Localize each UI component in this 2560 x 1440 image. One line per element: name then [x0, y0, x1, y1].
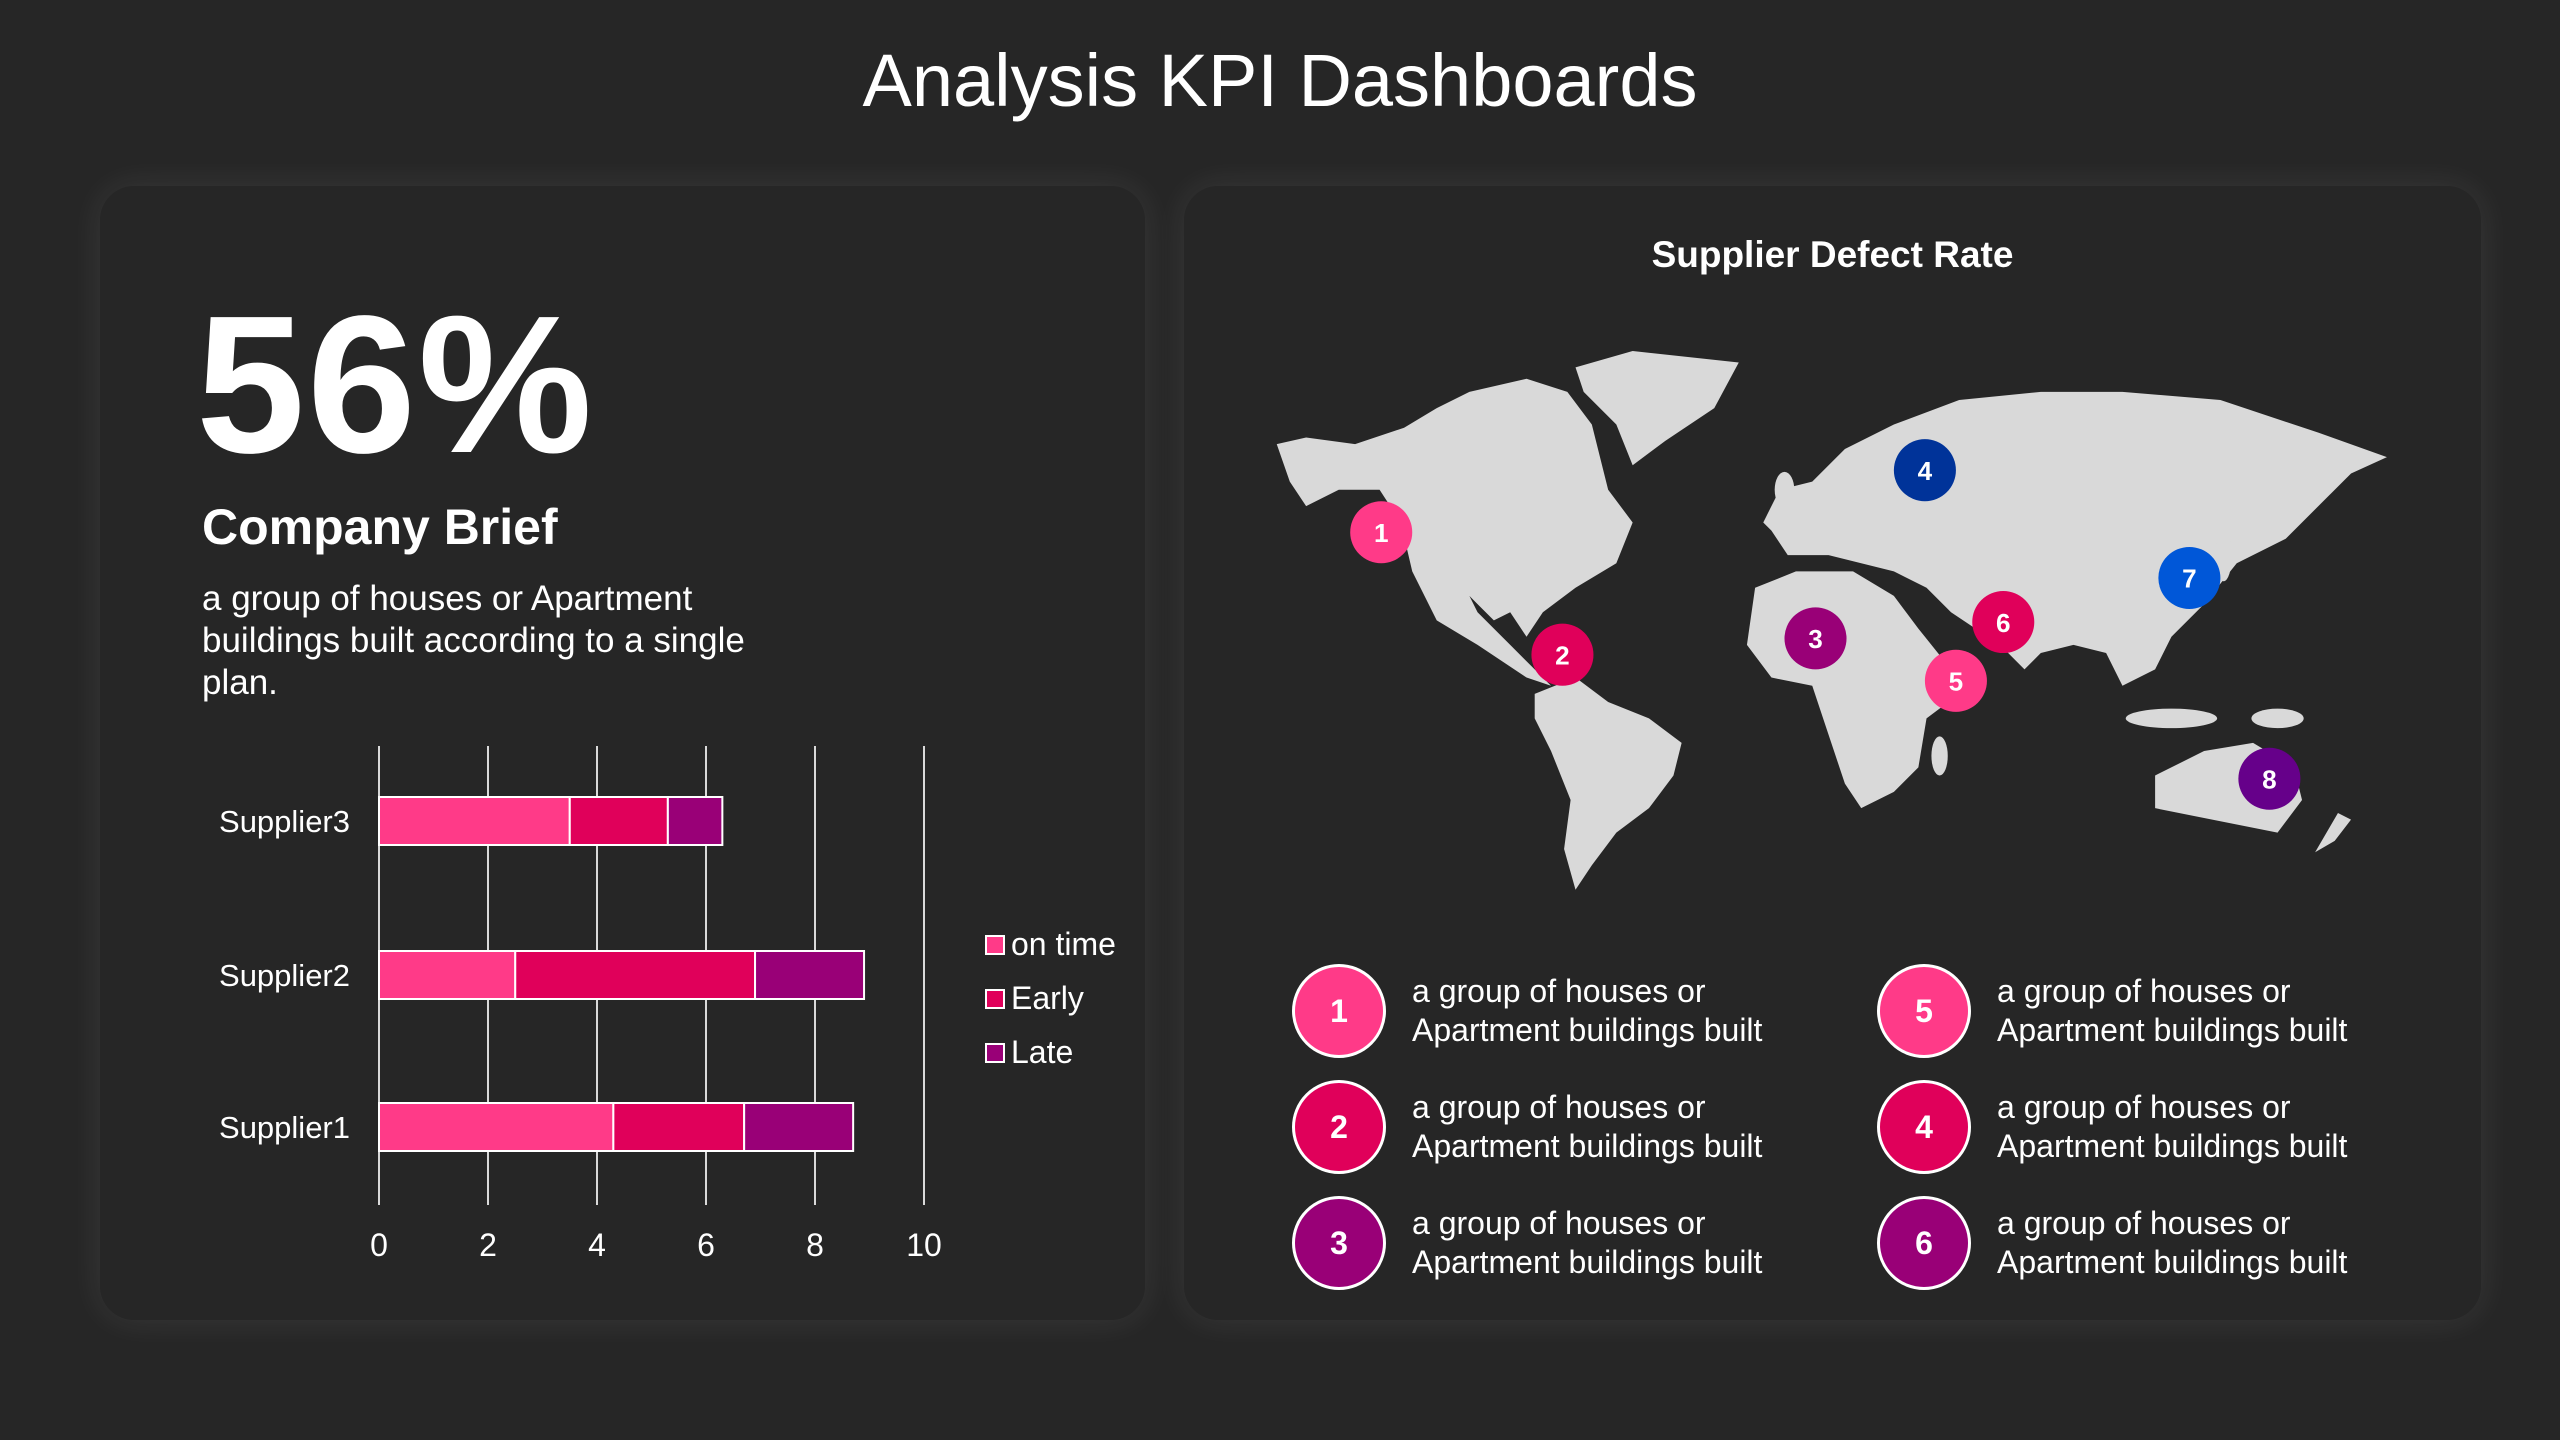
kpi-description: a group of houses or Apartment buildings… [202, 579, 745, 702]
kpi-value: 56% [196, 275, 595, 494]
item-line-1: a group of houses or [1412, 973, 1706, 1009]
item-text: a group of houses or Apartment buildings … [1997, 1088, 2437, 1166]
number-badge: 6 [1877, 1196, 1971, 1290]
defect-list-item: 3 a group of houses or Apartment building… [1292, 1196, 1852, 1290]
legend-late: Late [985, 1034, 1073, 1071]
item-line-2: Apartment buildings built [1412, 1012, 1763, 1048]
item-line-2: Apartment buildings built [1412, 1128, 1763, 1164]
item-line-2: Apartment buildings built [1412, 1244, 1763, 1280]
item-line-1: a group of houses or [1997, 973, 2291, 1009]
legend-label: Late [1011, 1034, 1074, 1070]
item-line-2: Apartment buildings built [1997, 1012, 2348, 1048]
kpi-heading: Company Brief [202, 499, 558, 555]
page-title: Analysis KPI Dashboards [862, 39, 1698, 122]
item-text: a group of houses or Apartment buildings … [1412, 1204, 1852, 1282]
defect-list-item: 2 a group of houses or Apartment building… [1292, 1080, 1852, 1174]
defect-list-item: 4 a group of houses or Apartment building… [1877, 1080, 2437, 1174]
number-badge: 5 [1877, 964, 1971, 1058]
item-line-1: a group of houses or [1412, 1089, 1706, 1125]
item-line-2: Apartment buildings built [1997, 1128, 2348, 1164]
legend-swatch [985, 934, 1005, 955]
number-badge: 1 [1292, 964, 1386, 1058]
item-line-1: a group of houses or [1412, 1205, 1706, 1241]
defect-list-item: 1 a group of houses or Apartment building… [1292, 964, 1852, 1058]
item-text: a group of houses or Apartment buildings … [1412, 1088, 1852, 1166]
legend-label: Early [1011, 980, 1084, 1016]
item-line-2: Apartment buildings built [1997, 1244, 2348, 1280]
map-title: Supplier Defect Rate [1651, 234, 2014, 275]
item-line-1: a group of houses or [1997, 1205, 2291, 1241]
item-text: a group of houses or Apartment buildings … [1412, 972, 1852, 1050]
number-badge: 3 [1292, 1196, 1386, 1290]
number-badge: 2 [1292, 1080, 1386, 1174]
legend-early: Early [985, 980, 1084, 1017]
number-badge: 4 [1877, 1080, 1971, 1174]
legend-swatch [985, 988, 1005, 1009]
item-text: a group of houses or Apartment buildings … [1997, 1204, 2437, 1282]
legend-label: on time [1011, 926, 1116, 962]
legend-swatch [985, 1042, 1005, 1063]
defect-list-item: 5 a group of houses or Apartment building… [1877, 964, 2437, 1058]
defect-list-item: 6 a group of houses or Apartment building… [1877, 1196, 2437, 1290]
legend-on-time: on time [985, 926, 1116, 963]
item-text: a group of houses or Apartment buildings … [1997, 972, 2437, 1050]
item-line-1: a group of houses or [1997, 1089, 2291, 1125]
